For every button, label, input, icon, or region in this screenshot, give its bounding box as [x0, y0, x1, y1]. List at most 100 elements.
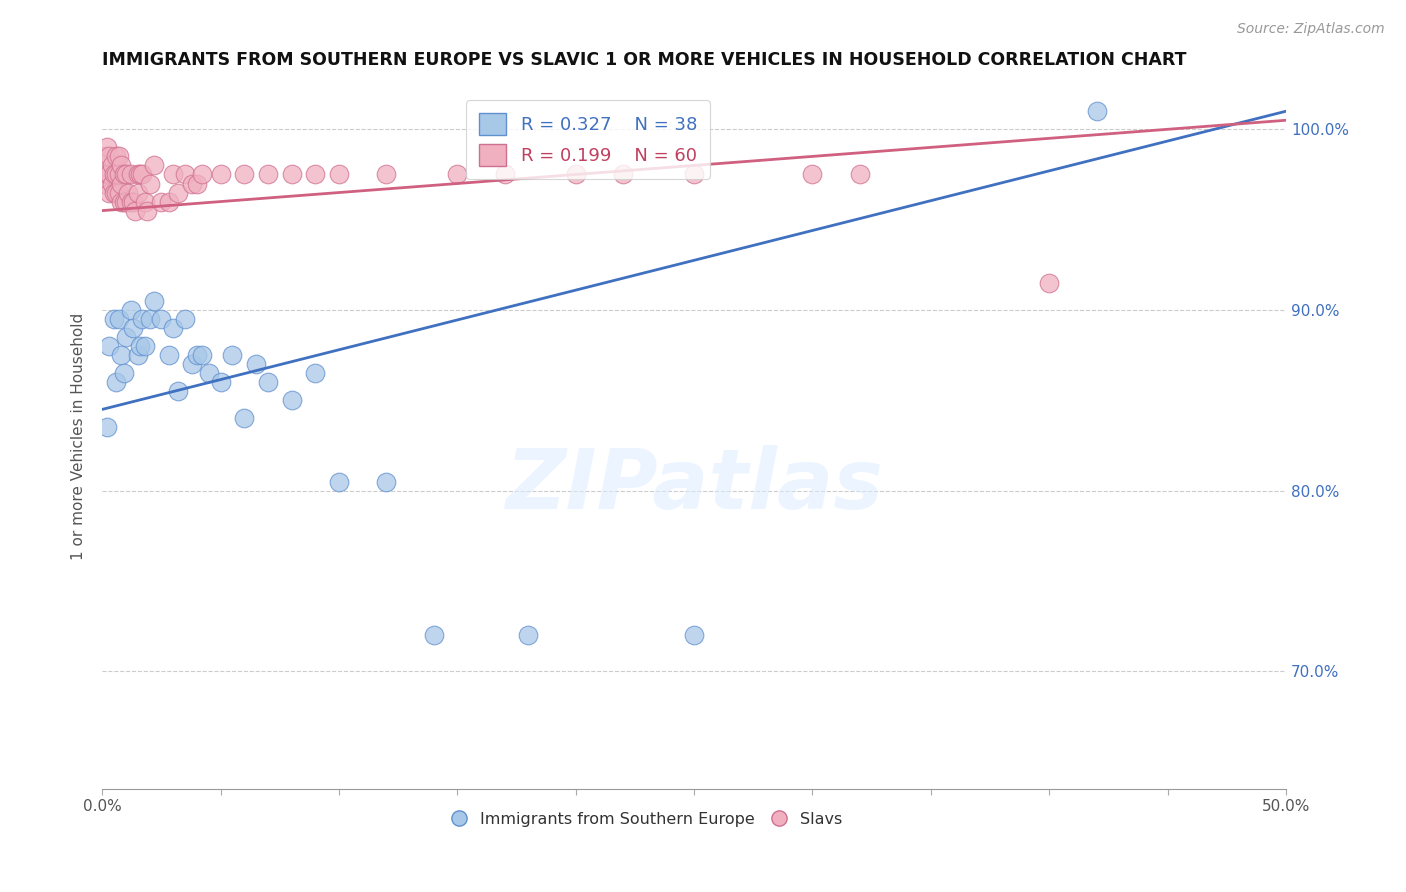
Point — [181, 357, 204, 371]
Text: ZIPatlas: ZIPatlas — [505, 445, 883, 526]
Point — [120, 303, 142, 318]
Point — [209, 168, 232, 182]
Point — [122, 321, 145, 335]
Point — [280, 393, 302, 408]
Point — [1085, 104, 1108, 119]
Point — [122, 194, 145, 209]
Point — [150, 194, 173, 209]
Point — [103, 312, 125, 326]
Point — [136, 203, 159, 218]
Point — [801, 168, 824, 182]
Point — [564, 168, 586, 182]
Point — [174, 312, 197, 326]
Point — [115, 330, 138, 344]
Point — [110, 194, 132, 209]
Point — [96, 140, 118, 154]
Point — [157, 348, 180, 362]
Point — [115, 194, 138, 209]
Point — [129, 339, 152, 353]
Point — [105, 168, 128, 182]
Point — [1038, 276, 1060, 290]
Point — [131, 312, 153, 326]
Point — [190, 348, 212, 362]
Point — [375, 475, 398, 489]
Point — [257, 168, 280, 182]
Point — [186, 177, 208, 191]
Point — [127, 168, 149, 182]
Point — [110, 177, 132, 191]
Point — [115, 168, 138, 182]
Point — [328, 475, 350, 489]
Point — [112, 366, 135, 380]
Point — [127, 348, 149, 362]
Point — [167, 186, 190, 200]
Point — [120, 168, 142, 182]
Point — [98, 149, 121, 163]
Point — [181, 177, 204, 191]
Point — [112, 194, 135, 209]
Point — [100, 158, 122, 172]
Y-axis label: 1 or more Vehicles in Household: 1 or more Vehicles in Household — [72, 313, 86, 560]
Point — [683, 628, 706, 642]
Legend: Immigrants from Southern Europe, Slavs: Immigrants from Southern Europe, Slavs — [446, 805, 848, 834]
Point — [93, 177, 115, 191]
Point — [98, 339, 121, 353]
Point — [105, 186, 128, 200]
Point — [127, 186, 149, 200]
Point — [190, 168, 212, 182]
Point — [107, 168, 129, 182]
Point — [103, 168, 125, 182]
Point — [107, 312, 129, 326]
Point — [103, 186, 125, 200]
Point — [134, 339, 156, 353]
Point — [96, 420, 118, 434]
Point — [134, 194, 156, 209]
Point — [233, 168, 256, 182]
Point — [446, 168, 468, 182]
Point — [124, 203, 146, 218]
Point — [112, 168, 135, 182]
Point — [105, 149, 128, 163]
Point — [120, 194, 142, 209]
Point — [143, 293, 166, 308]
Point — [157, 194, 180, 209]
Point — [100, 177, 122, 191]
Point — [131, 168, 153, 182]
Point — [197, 366, 219, 380]
Text: Source: ZipAtlas.com: Source: ZipAtlas.com — [1237, 22, 1385, 37]
Point — [162, 321, 184, 335]
Point — [221, 348, 243, 362]
Point — [612, 168, 634, 182]
Point — [110, 348, 132, 362]
Point — [117, 186, 139, 200]
Point — [683, 168, 706, 182]
Point — [245, 357, 267, 371]
Point — [849, 168, 872, 182]
Point — [150, 312, 173, 326]
Point — [110, 158, 132, 172]
Point — [138, 312, 160, 326]
Point — [186, 348, 208, 362]
Point — [167, 384, 190, 399]
Point — [129, 168, 152, 182]
Point — [96, 168, 118, 182]
Point — [304, 168, 326, 182]
Point — [328, 168, 350, 182]
Point — [257, 376, 280, 390]
Point — [105, 376, 128, 390]
Text: IMMIGRANTS FROM SOUTHERN EUROPE VS SLAVIC 1 OR MORE VEHICLES IN HOUSEHOLD CORREL: IMMIGRANTS FROM SOUTHERN EUROPE VS SLAVI… — [103, 51, 1187, 69]
Point — [98, 168, 121, 182]
Point — [280, 168, 302, 182]
Point — [98, 186, 121, 200]
Point — [107, 149, 129, 163]
Point — [233, 411, 256, 425]
Point — [517, 628, 540, 642]
Point — [375, 168, 398, 182]
Point — [143, 158, 166, 172]
Point — [174, 168, 197, 182]
Point — [162, 168, 184, 182]
Point — [93, 149, 115, 163]
Point — [107, 186, 129, 200]
Point — [304, 366, 326, 380]
Point — [494, 168, 516, 182]
